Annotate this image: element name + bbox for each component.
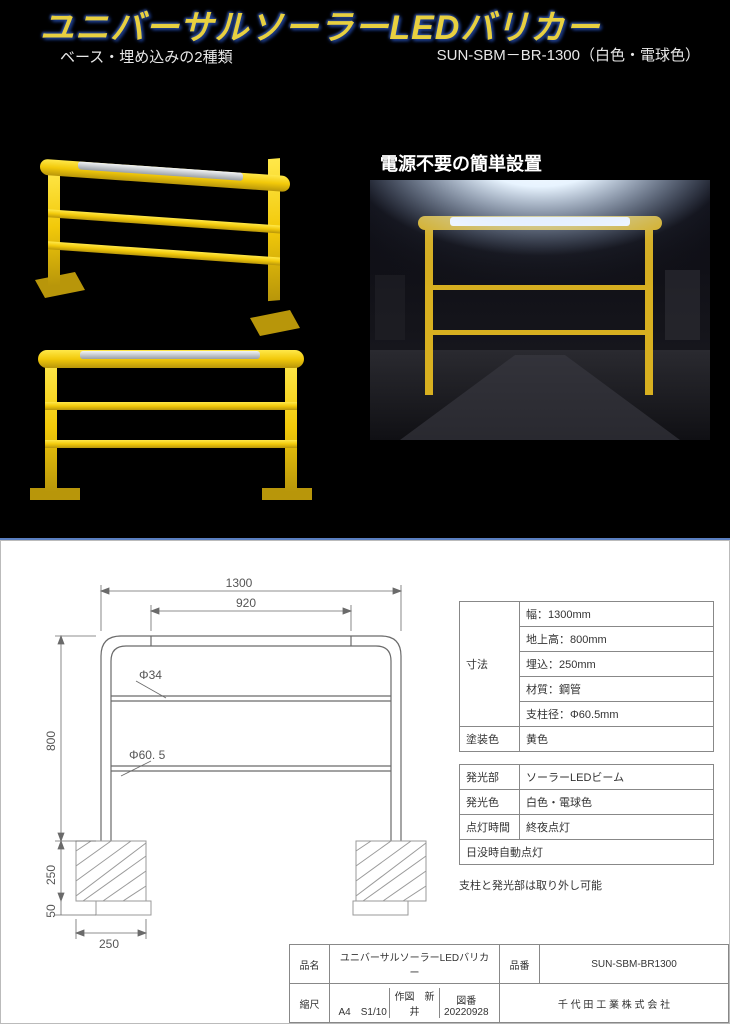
technical-drawing: 1300 920 800 250 50 250 Φ34 Φ60. 5 (21, 561, 441, 961)
dim-1300: 1300 (226, 576, 253, 590)
spec-v-color: 白色・電球色 (520, 790, 714, 815)
dim-50: 50 (44, 904, 58, 918)
subtitle-left: ベース・埋め込みの2種類 (60, 46, 233, 67)
spec-v-embed: 埋込：250mm (520, 652, 714, 677)
dim-phi60: Φ60. 5 (129, 748, 166, 762)
hero-panel: ユニバーサルソーラーLEDバリカー ベース・埋め込みの2種類 SUN-SBM－B… (0, 0, 730, 540)
spec-k-color: 発光色 (460, 790, 520, 815)
tb-v-scale: A4 S1/10作図 新井図番 20220928 (330, 984, 500, 1023)
spec-note: 支柱と発光部は取り外し可能 (459, 877, 714, 893)
spec-v-emit: ソーラーLEDビーム (520, 765, 714, 790)
spec-v-auto: 日没時自動点灯 (460, 840, 714, 865)
subtitle-right: SUN-SBM－BR-1300（白色・電球色） (437, 44, 700, 65)
technical-drawing-panel: 1300 920 800 250 50 250 Φ34 Φ60. 5 寸法 幅：… (0, 540, 730, 1024)
product-illustration (25, 140, 325, 510)
tb-v-partno: SUN-SBM-BR1300 (540, 945, 729, 984)
dim-920: 920 (236, 596, 256, 610)
dim-phi34: Φ34 (139, 668, 162, 682)
spec-v-height: 地上高：800mm (520, 627, 714, 652)
night-caption: 電源不要の簡単設置 (380, 150, 542, 176)
product-title: ユニバーサルソーラーLEDバリカー (40, 0, 600, 49)
spec-v-postdia: 支柱径：Φ60.5mm (520, 702, 714, 727)
tb-v-name: ユニバーサルソーラーLEDバリカー (330, 945, 500, 984)
spec-v-duration: 終夜点灯 (520, 815, 714, 840)
spec-v-material: 材質：鋼管 (520, 677, 714, 702)
spec-k-size: 寸法 (460, 602, 520, 727)
title-block: 品名 ユニバーサルソーラーLEDバリカー 品番 SUN-SBM-BR1300 縮… (289, 944, 729, 1023)
spec-tables: 寸法 幅：1300mm 地上高：800mm 埋込：250mm 材質：鋼管 支柱径… (459, 601, 714, 893)
spec-k-duration: 点灯時間 (460, 815, 520, 840)
tb-l-scale: 縮尺 (290, 984, 330, 1023)
spec-k-emit: 発光部 (460, 765, 520, 790)
dim-800: 800 (44, 731, 58, 751)
spec-k-paint: 塗装色 (460, 727, 520, 752)
spec-table-1: 寸法 幅：1300mm 地上高：800mm 埋込：250mm 材質：鋼管 支柱径… (459, 601, 714, 752)
spec-v-width: 幅：1300mm (520, 602, 714, 627)
spec-table-2: 発光部 ソーラーLEDビーム 発光色 白色・電球色 点灯時間 終夜点灯 日没時自… (459, 764, 714, 865)
dim-250: 250 (44, 865, 58, 885)
night-photo (370, 180, 710, 440)
spec-v-paint: 黄色 (520, 727, 714, 752)
tb-l-partno: 品番 (500, 945, 540, 984)
tb-v-company: 千 代 田 工 業 株 式 会 社 (500, 984, 729, 1023)
tb-l-name: 品名 (290, 945, 330, 984)
dim-base-250: 250 (99, 937, 119, 951)
